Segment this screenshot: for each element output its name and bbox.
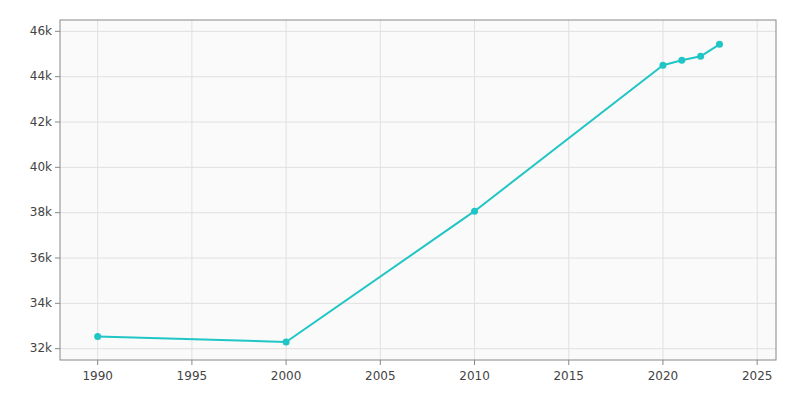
y-tick	[55, 167, 60, 168]
y-tick	[55, 212, 60, 213]
y-grid-line	[60, 258, 776, 259]
x-grid-line	[286, 20, 287, 360]
point	[471, 208, 478, 215]
y-grid-line	[60, 212, 776, 213]
y-tick	[55, 258, 60, 259]
y-tick-label: 34k	[30, 296, 52, 310]
x-tick	[286, 360, 287, 365]
plot-area	[60, 20, 776, 360]
x-tick	[474, 360, 475, 365]
y-grid-line	[60, 31, 776, 32]
x-tick	[662, 360, 663, 365]
x-tick	[191, 360, 192, 365]
point	[659, 62, 666, 69]
point	[678, 57, 685, 64]
y-tick-label: 40k	[30, 160, 52, 174]
x-tick-label: 2005	[365, 369, 396, 383]
y-tick-label: 38k	[30, 205, 52, 219]
x-grid-line	[757, 20, 758, 360]
line	[98, 44, 720, 342]
x-tick-label: 2015	[553, 369, 584, 383]
x-grid-line	[474, 20, 475, 360]
x-tick	[380, 360, 381, 365]
y-grid-line	[60, 76, 776, 77]
y-tick-label: 36k	[30, 251, 52, 265]
x-grid-line	[97, 20, 98, 360]
y-tick	[55, 122, 60, 123]
point	[94, 333, 101, 340]
x-grid-line	[662, 20, 663, 360]
y-tick	[55, 303, 60, 304]
x-grid-line	[380, 20, 381, 360]
point	[283, 338, 290, 345]
y-tick-label: 42k	[30, 115, 52, 129]
x-grid-line	[568, 20, 569, 360]
y-tick-label: 46k	[30, 24, 52, 38]
chart-container: 32k 34k 36k 38k 40k 42k 44k 46k 1990 1995 2000 2005…	[0, 0, 800, 400]
x-tick-label: 2000	[271, 369, 302, 383]
y-grid-line	[60, 348, 776, 349]
x-tick	[757, 360, 758, 365]
y-tick	[55, 31, 60, 32]
y-grid-line	[60, 122, 776, 123]
x-grid-line	[191, 20, 192, 360]
y-tick-label: 44k	[30, 69, 52, 83]
x-tick-label: 1990	[82, 369, 113, 383]
page: {"chart_data": {"type": "line", "x": [19…	[0, 0, 800, 400]
data-layer	[94, 41, 723, 346]
x-tick-label: 2020	[648, 369, 679, 383]
y-grid-line	[60, 303, 776, 304]
plot-frame	[60, 20, 776, 360]
y-tick	[55, 76, 60, 77]
x-tick-label: 2010	[459, 369, 490, 383]
x-tick-label: 2025	[742, 369, 773, 383]
point	[716, 41, 723, 48]
chart-svg: 32k 34k 36k 38k 40k 42k 44k 46k 1990 1995 2000 2005…	[0, 0, 800, 400]
x-tick-label: 1995	[177, 369, 208, 383]
x-tick	[568, 360, 569, 365]
y-tick	[55, 348, 60, 349]
grid	[60, 20, 776, 360]
point	[697, 53, 704, 60]
x-tick	[97, 360, 98, 365]
y-tick-label: 32k	[30, 341, 52, 355]
y-grid-line	[60, 167, 776, 168]
axes: 32k 34k 36k 38k 40k 42k 44k 46k 1990 1995 2000 2005…	[30, 24, 773, 383]
